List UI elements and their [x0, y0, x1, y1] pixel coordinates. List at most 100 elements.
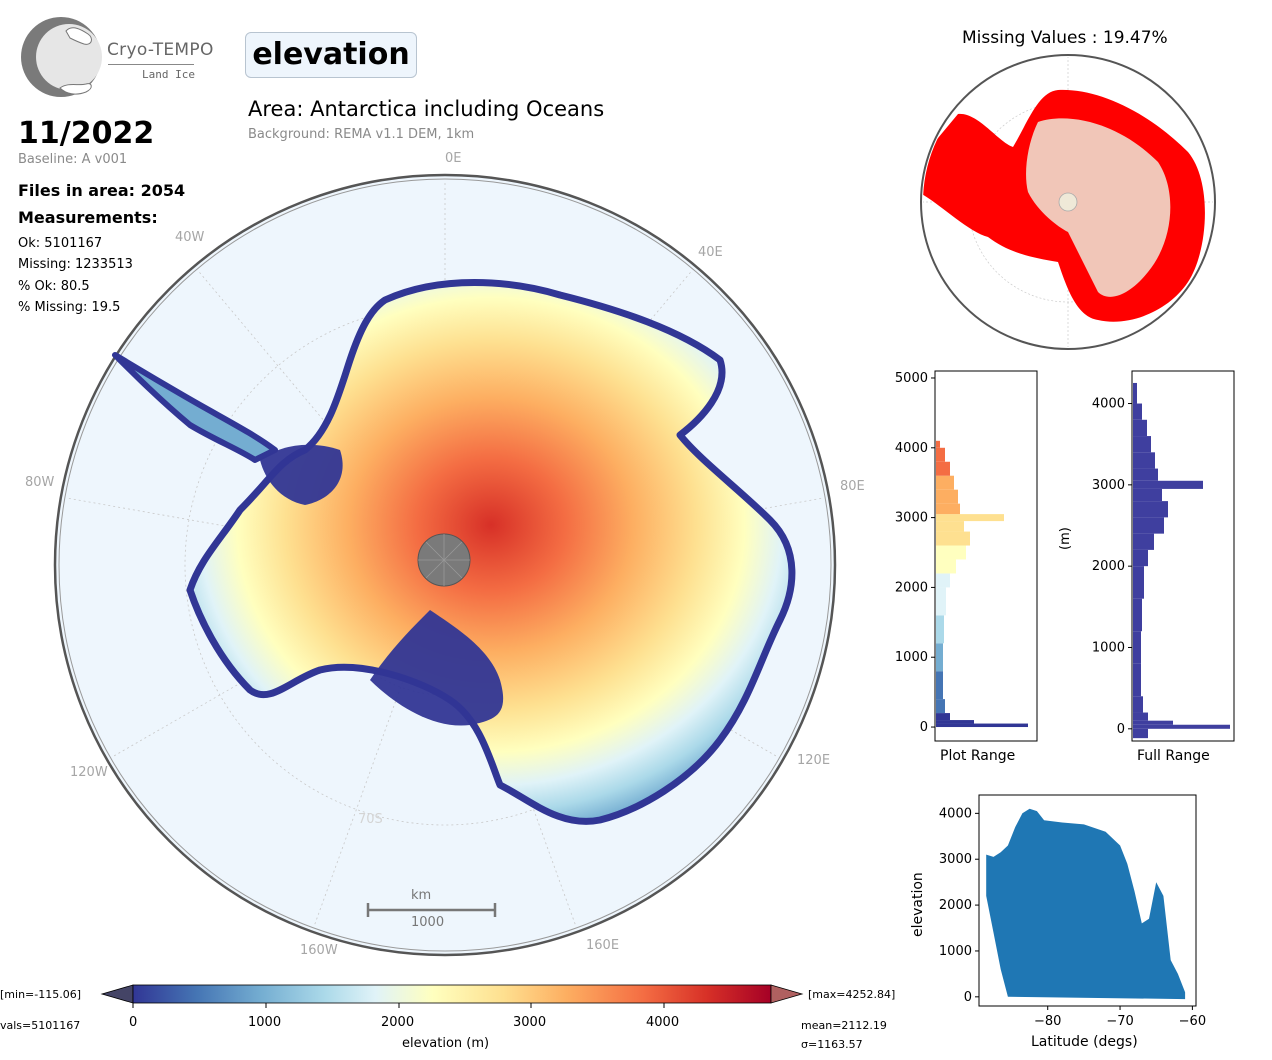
lon-label-120w: 120W [70, 765, 108, 780]
scatter-xtick-label: −80 [1034, 1014, 1061, 1029]
hist-bar [1133, 382, 1137, 404]
hist-bar [936, 514, 1004, 522]
colorbar-gradient [132, 984, 772, 1004]
scatter-ytick-label: 4000 [939, 806, 972, 821]
full-range-ylabel: (m) [1058, 527, 1073, 550]
hist-ytick-label: 0 [920, 720, 928, 735]
lon-label-120e: 120E [797, 753, 831, 768]
main-map [40, 160, 850, 970]
missing-values-map-svg [920, 54, 1216, 350]
elevation-latitude-scatter-svg: 0 1000 2000 3000 4000 −80 −70 −60 [939, 794, 1206, 1029]
scatter-xtick-label: −60 [1179, 1014, 1206, 1029]
hist-bar [936, 643, 943, 672]
logo-divider [108, 64, 194, 65]
hist-bar [1133, 501, 1168, 518]
hist-bar [1133, 598, 1142, 632]
pct-ok: % Ok: 80.5 [18, 279, 90, 294]
lon-label-160e: 160E [586, 938, 620, 953]
lon-label-80w: 80W [25, 475, 55, 490]
hist-bar [1133, 436, 1151, 453]
hist-bar [1133, 724, 1230, 729]
elevation-latitude-scatter: 0 1000 2000 3000 4000 −80 −70 −60 [905, 790, 1215, 1040]
hist-bar [1133, 419, 1147, 437]
hist-bar [936, 461, 950, 476]
hist-bar [936, 559, 956, 574]
scatter-frame [978, 794, 1197, 1007]
hist-bar [936, 447, 945, 462]
hist-bar [1133, 631, 1141, 664]
colorbar-ticks [132, 1003, 665, 1008]
hist-bar [936, 615, 944, 644]
lat-label-70s: 70S [358, 812, 383, 827]
pct-missing: % Missing: 19.5 [18, 300, 121, 315]
measurements-heading: Measurements: [18, 208, 158, 227]
logo-title: Cryo-TEMPO [107, 40, 214, 60]
hist-bar [936, 489, 958, 504]
hist-bar [936, 587, 946, 616]
colorbar-tick-2000: 2000 [381, 1015, 415, 1030]
hist-bar [936, 699, 945, 714]
hist-bar [936, 545, 966, 560]
colorbar-tick-4000: 4000 [646, 1015, 680, 1030]
scatter-ylabel: elevation [910, 872, 926, 937]
hist-bar [936, 475, 954, 490]
antarctica-elevation-map [53, 173, 837, 957]
hist-ytick-label: 3000 [1092, 478, 1125, 493]
colorbar-over-arrow [770, 984, 804, 1004]
lon-label-40w: 40W [175, 230, 205, 245]
colorbar-tick-3000: 3000 [513, 1015, 547, 1030]
hist-bar [936, 531, 970, 546]
hist-bar [1133, 549, 1148, 567]
hist-bar [936, 723, 1028, 728]
colorbar-min-label: [min=-115.06] [0, 988, 82, 1001]
logo-globe-icon [21, 17, 102, 97]
hist-ytick-label: 0 [1117, 722, 1125, 737]
scatter-xlabel: Latitude (degs) [1031, 1034, 1138, 1050]
hist-bar [1133, 728, 1148, 739]
parameter-title-box: elevation [245, 32, 417, 78]
hist-bar [1133, 480, 1203, 489]
scatter-xtick-label: −70 [1106, 1014, 1133, 1029]
hist-bar [1133, 720, 1173, 725]
hist-ytick-label: 2000 [1092, 559, 1125, 574]
full-range-xlabel: Full Range [1137, 748, 1210, 764]
hist-bar [1133, 403, 1142, 420]
hist-bar [1133, 488, 1162, 502]
background-note: Background: REMA v1.1 DEM, 1km [248, 127, 475, 142]
colorbar-sigma-label: σ=1163.57 [801, 1038, 863, 1051]
hist-bar [1133, 452, 1155, 469]
hist-bar [1133, 517, 1164, 534]
weddell-ice-shelf [260, 444, 343, 505]
plot-range-histogram: 0 1000 2000 3000 4000 5000 [880, 360, 1050, 770]
antarctic-peninsula [112, 352, 278, 463]
plot-range-histogram-svg: 0 1000 2000 3000 4000 5000 [895, 370, 1038, 742]
baseline-label: Baseline: A v001 [18, 152, 128, 167]
missing-count: Missing: 1233513 [18, 257, 133, 272]
hist-bar [936, 713, 950, 721]
colorbar-xlabel: elevation (m) [402, 1036, 490, 1051]
lon-label-80e: 80E [840, 479, 865, 494]
scatter-ytick-label: 3000 [939, 852, 972, 867]
hist-bar [1133, 712, 1148, 721]
ross-ice-shelf [370, 610, 504, 726]
hist-bar [936, 521, 964, 532]
hist-bar [1133, 663, 1141, 697]
full-range-histogram-svg: 0 1000 2000 3000 4000 [1092, 370, 1235, 742]
lon-label-0e: 0E [445, 151, 462, 166]
ok-region [1026, 118, 1171, 297]
hist-frame [934, 370, 1038, 742]
scatter-point-cloud [986, 808, 1186, 1000]
plot-range-xlabel: Plot Range [940, 748, 1016, 764]
colorbar-mean-label: mean=2112.19 [801, 1019, 887, 1032]
hist-bar [936, 440, 940, 448]
hist-ytick-label: 4000 [895, 441, 928, 456]
area-title: Area: Antarctica including Oceans [248, 97, 605, 121]
hist-ytick-label: 1000 [895, 650, 928, 665]
colorbar-nvals-label: vals=5101167 [0, 1019, 81, 1032]
pole-hole-grid [418, 534, 470, 586]
scatter-ytick-label: 2000 [939, 898, 972, 913]
hist-bar [1133, 696, 1143, 713]
scale-unit: km [411, 888, 432, 903]
colorbar-max-label: [max=4252.84] [808, 988, 896, 1001]
colorbar-tick-1000: 1000 [248, 1015, 282, 1030]
